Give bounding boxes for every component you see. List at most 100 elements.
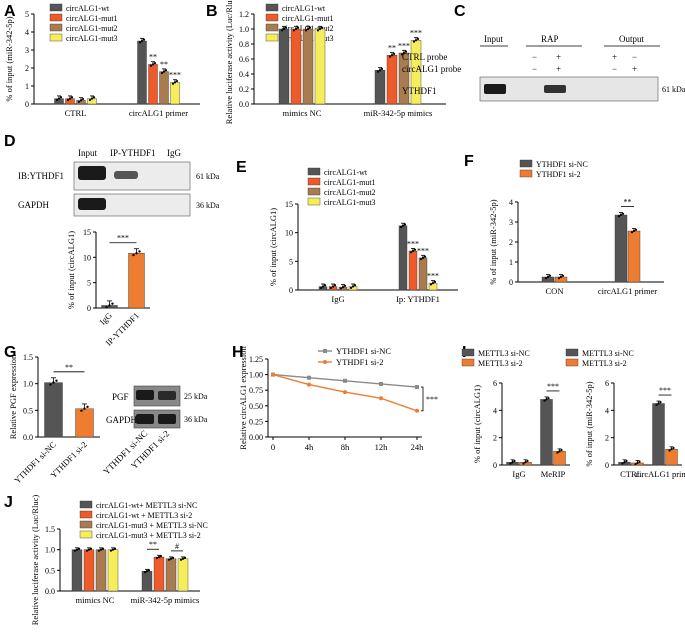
chart-f-dot xyxy=(548,274,552,277)
blot-c-sign-2: + xyxy=(556,52,561,62)
chart-i2-dot xyxy=(621,462,624,465)
chart-i1-legend-swatch xyxy=(461,348,475,357)
chart-b-ytick-label: 1.2 xyxy=(239,10,249,19)
chart-h-marker xyxy=(307,375,311,380)
chart-h-marker xyxy=(343,390,347,395)
chart-j-dot xyxy=(143,570,147,574)
chart-g-dot xyxy=(80,409,83,412)
chart-b-xtick-label: miR-342-5p mimics xyxy=(364,108,433,118)
chart-e-dot xyxy=(423,255,427,258)
chart-g-ytick-label: 0.5 xyxy=(23,406,33,415)
chart-i2-bar xyxy=(665,449,678,466)
chart-g-dot xyxy=(86,405,89,409)
chart-d-ytick-label: 0 xyxy=(87,304,91,313)
chart-d-ytick-label: 5 xyxy=(87,279,91,288)
chart-f-xtick-label: circALG1 primer xyxy=(598,286,657,296)
chart-a-dot xyxy=(68,97,72,100)
chart-j-bar xyxy=(107,549,119,592)
chart-f-dot xyxy=(617,215,621,218)
chart-b-ytick-label: 1.0 xyxy=(239,25,249,34)
chart-i1-dot xyxy=(545,398,548,401)
chart-a-legend-swatch xyxy=(49,3,63,12)
chart-h-ytick-label: 0.00 xyxy=(249,433,263,442)
chart-a-dot xyxy=(171,82,175,85)
chart-j-dot xyxy=(77,547,81,550)
chart-e-sig-label: *** xyxy=(417,246,429,255)
chart-j-dot xyxy=(97,549,101,552)
chart-d-dot xyxy=(138,250,141,253)
chart-i2-dot xyxy=(672,446,675,450)
panel-label-h: H xyxy=(232,344,244,361)
chart-i2-sig-label: *** xyxy=(659,386,671,395)
chart-i1-ylabel: % of input (circALG1) xyxy=(472,385,482,463)
chart-e-dot xyxy=(351,285,355,288)
chart-f-legend-label: YTHDF1 si-2 xyxy=(536,170,581,179)
chart-b-dot xyxy=(294,27,298,31)
chart-a-xtick-label: circALG1 primer xyxy=(129,108,188,118)
chart-h-marker xyxy=(379,396,383,401)
chart-a-legend-swatch xyxy=(49,33,63,42)
blot-c-sign-5: + xyxy=(612,52,617,62)
chart-b-dot xyxy=(388,55,392,58)
chart-f-dot xyxy=(632,229,636,233)
chart-i1-bar xyxy=(553,451,566,466)
chart-i2-dot xyxy=(655,403,658,406)
chart-b-xtick-label: mimics NC xyxy=(283,108,322,118)
chart-i2-dot xyxy=(625,459,628,463)
chart-i1-ytick-label: 6 xyxy=(493,379,497,388)
chart-b-dot xyxy=(280,29,284,32)
chart-j-dot xyxy=(113,547,117,550)
chart-j-legend-swatch xyxy=(79,510,93,519)
chart-a-sig-label: ** xyxy=(160,60,168,69)
chart-j-legend-label: circALG1-mut3 + METTL3 si-2 xyxy=(96,531,201,540)
blot-c-sign-1: − xyxy=(532,52,537,62)
chart-i2-legend-swatch xyxy=(565,348,579,357)
chart-e-legend-swatch xyxy=(307,177,321,186)
chart-a-ytick-label: 1 xyxy=(25,82,29,91)
chart-a-legend-label: circALG1-mut2 xyxy=(66,24,118,33)
blot-c-header-rap: RAP xyxy=(541,34,559,44)
blot-g-band-pgf-1 xyxy=(136,390,154,400)
panel-label-d: D xyxy=(4,133,16,150)
chart-h-ytick-label: 0.50 xyxy=(249,402,263,411)
chart-j-dot xyxy=(155,556,159,560)
chart-f-dot xyxy=(544,277,548,280)
chart-b-dot xyxy=(292,29,296,32)
chart-d-dot xyxy=(132,253,135,257)
chart-h-ytick-label: 0.25 xyxy=(249,417,263,426)
chart-b-sig-label: ** xyxy=(388,44,396,53)
chart-h-legend-marker xyxy=(323,360,327,364)
chart-i1-ytick-label: 0 xyxy=(493,461,497,470)
chart-a-dot xyxy=(92,96,96,99)
chart-i2-xtick-label: circALG1 primer xyxy=(635,469,685,479)
chart-h-legend-label: YTHDF1 si-NC xyxy=(336,346,391,356)
chart-i1-ytick-label: 2 xyxy=(493,434,497,443)
blot-c-band-input xyxy=(484,84,506,94)
blot-d-band-gapdh xyxy=(78,198,106,210)
chart-h-marker xyxy=(271,372,275,377)
chart-a-bar xyxy=(170,82,180,105)
chart-e-xtick-label: IgG xyxy=(331,294,344,304)
chart-j-bar xyxy=(141,570,153,592)
chart-b-dot xyxy=(390,54,394,57)
chart-e-dot xyxy=(421,256,425,259)
blot-d: Input IP-YTHDF1 IgG IB:YTHDF1 61 kDa GAP… xyxy=(18,148,220,217)
chart-g-dot xyxy=(52,381,55,384)
chart-b-dot xyxy=(376,70,380,73)
chart-a-legend-swatch xyxy=(49,13,63,22)
chart-e-dot xyxy=(349,286,353,289)
chart-j-dot xyxy=(85,549,89,552)
chart-e-dot xyxy=(403,223,407,226)
chart-a-dot xyxy=(162,70,166,73)
blot-g-row2-label: GAPDH xyxy=(106,415,138,425)
chart-i2-bar xyxy=(652,403,665,466)
chart-b-dot xyxy=(416,37,420,41)
chart-b-bar xyxy=(314,28,326,105)
chart-b-bar xyxy=(278,28,290,105)
chart-d-bar xyxy=(128,253,145,309)
chart-e-ylabel: % of input (circALG1) xyxy=(268,208,278,286)
chart-f-ytick-label: 2 xyxy=(509,238,513,247)
chart-i2-ytick-label: 0 xyxy=(605,461,609,470)
chart-h-marker xyxy=(307,382,311,387)
chart-j-xtick-label: mimics NC xyxy=(76,595,115,605)
